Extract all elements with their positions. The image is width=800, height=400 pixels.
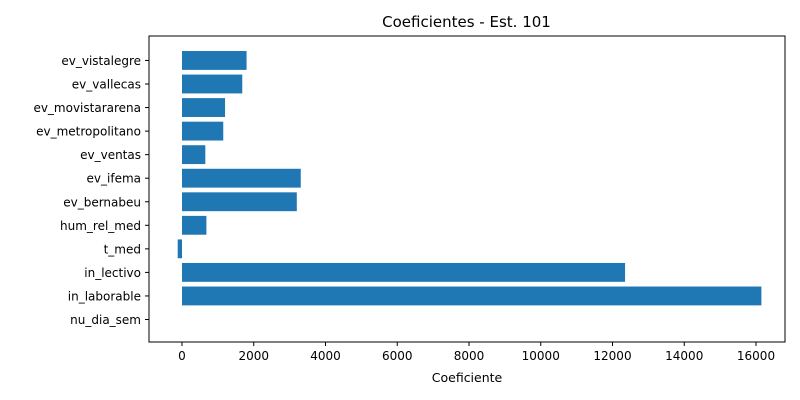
bar-ev-movistararena: [182, 98, 226, 117]
x-tick-label: 6000: [382, 349, 413, 363]
y-tick-label: ev_vallecas: [72, 78, 141, 92]
y-tick-label: ev_movistararena: [33, 101, 141, 115]
y-tick-label: in_lectivo: [84, 266, 141, 280]
y-tick-label: ev_ventas: [80, 148, 141, 162]
bar-ev-vallecas: [182, 74, 243, 94]
y-tick-label: ev_metropolitano: [36, 125, 141, 139]
bar-ev-metropolitano: [182, 121, 224, 141]
bar-in-lectivo: [182, 262, 626, 282]
bar-t-med: [177, 239, 182, 259]
x-tick-label: 16000: [737, 349, 775, 363]
y-axis-ticks: nu_dia_sem in_laborable in_lectivo t_med hum…: [33, 54, 149, 327]
bar-hum-rel-med: [182, 215, 207, 235]
bars-group: [177, 51, 762, 306]
bar-ev-ifema: [182, 168, 301, 188]
bar-ev-vistalegre: [182, 51, 247, 70]
x-tick-label: 10000: [522, 349, 560, 363]
chart-title: Coeficientes - Est. 101: [382, 13, 551, 31]
y-tick-label: ev_ifema: [87, 172, 141, 186]
x-tick-label: 0: [178, 349, 186, 363]
bar-ev-ventas: [182, 145, 206, 165]
y-tick-label: t_med: [104, 242, 141, 256]
x-axis-ticks: 0 2000 4000 6000 8000 10000 12000 14000 16000: [178, 342, 775, 363]
x-tick-label: 14000: [665, 349, 703, 363]
x-axis-title: Coeficiente: [432, 370, 503, 385]
y-tick-label: hum_rel_med: [60, 219, 141, 233]
bar-in-laborable: [182, 286, 762, 306]
x-tick-label: 12000: [593, 349, 631, 363]
x-tick-label: 8000: [454, 349, 485, 363]
y-tick-label: ev_vistalegre: [61, 54, 141, 68]
x-tick-label: 4000: [310, 349, 341, 363]
y-tick-label: nu_dia_sem: [70, 313, 141, 327]
x-tick-label: 2000: [238, 349, 269, 363]
plot-frame: [148, 35, 786, 343]
y-tick-label: in_laborable: [68, 289, 141, 303]
bar-ev-bernabeu: [182, 192, 297, 212]
y-tick-label: ev_bernabeu: [63, 195, 141, 209]
